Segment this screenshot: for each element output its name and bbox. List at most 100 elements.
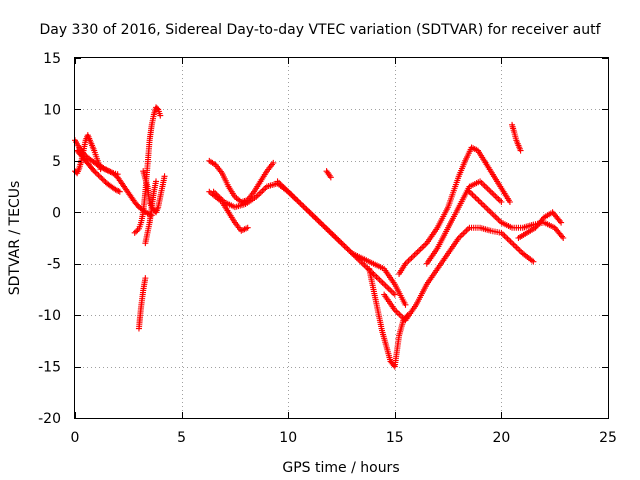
axis-ticks: 0 5 10 15 20 25 -20 -15 -10 -5 0 5 10 15 (38, 51, 617, 446)
data-points (72, 104, 567, 370)
data-point (512, 243, 519, 250)
data-point (95, 172, 102, 179)
data-point (314, 216, 321, 223)
grid (75, 58, 608, 418)
data-point (96, 173, 103, 180)
data-point (493, 194, 500, 201)
data-point (502, 234, 509, 241)
data-point (478, 200, 485, 207)
data-point (101, 177, 108, 184)
data-point (495, 196, 502, 203)
data-point (375, 275, 382, 282)
data-point (405, 257, 412, 264)
data-point (134, 227, 141, 234)
data-point (373, 273, 380, 280)
data-point (414, 248, 421, 255)
chart-title: Day 330 of 2016, Sidereal Day-to-day VTE… (39, 22, 601, 38)
plot-frame (74, 57, 609, 419)
x-tick-label: 10 (279, 430, 297, 446)
data-point (498, 199, 505, 205)
data-point (420, 243, 427, 250)
y-tick-label: -5 (47, 257, 61, 273)
data-point (483, 204, 490, 211)
y-tick-label: -20 (38, 411, 61, 427)
x-tick-label: 5 (177, 430, 186, 446)
data-point (396, 311, 403, 318)
data-point (344, 246, 351, 253)
data-point (297, 200, 304, 207)
data-point (486, 187, 493, 194)
data-point (91, 168, 98, 175)
data-point (492, 193, 499, 200)
data-point (469, 191, 476, 198)
data-point (101, 166, 108, 173)
data-point (517, 147, 524, 154)
data-point (506, 199, 513, 205)
data-point (487, 209, 494, 216)
data-point (487, 188, 494, 195)
data-point (244, 224, 251, 231)
data-point (157, 112, 164, 119)
data-point (341, 243, 348, 250)
data-point (92, 169, 99, 176)
data-point (495, 216, 502, 223)
data-point (490, 212, 497, 219)
data-point (104, 167, 111, 174)
data-point (385, 285, 392, 292)
data-point (509, 240, 516, 247)
data-point (303, 206, 310, 213)
data-point (289, 193, 296, 200)
data-point (324, 226, 331, 233)
data-point (515, 246, 522, 253)
data-point (457, 233, 464, 240)
y-tick-label: -10 (38, 308, 61, 324)
data-point (300, 203, 307, 210)
data-point (327, 174, 334, 181)
data-point (390, 290, 397, 297)
data-point (474, 196, 481, 203)
data-point (391, 291, 398, 298)
data-point (106, 168, 113, 175)
data-point (333, 235, 340, 242)
data-point (407, 256, 414, 263)
data-point (94, 170, 101, 177)
data-point (301, 204, 308, 211)
data-point (506, 237, 513, 244)
data-point (393, 308, 400, 315)
data-point (317, 219, 324, 226)
data-point (501, 232, 508, 239)
data-point (461, 229, 468, 236)
data-point (379, 279, 386, 286)
data-point (408, 254, 415, 261)
data-point (98, 175, 105, 181)
x-tick-label: 15 (386, 430, 404, 446)
data-point (154, 105, 161, 112)
data-point (460, 230, 467, 237)
data-point (410, 253, 417, 260)
data-point (315, 218, 322, 225)
data-point (464, 226, 471, 233)
y-axis-label: SDTVAR / TECUs (7, 181, 23, 296)
data-point (327, 229, 334, 236)
data-point (298, 201, 305, 208)
data-point (111, 171, 118, 178)
y-tick-label: 10 (43, 102, 61, 118)
data-point (483, 184, 490, 191)
data-point (142, 275, 149, 282)
x-tick-label: 20 (492, 430, 510, 446)
data-point (493, 215, 500, 222)
data-point (318, 221, 325, 228)
y-tick-label: 15 (43, 51, 61, 67)
data-point (413, 250, 420, 257)
x-tick-label: 0 (71, 430, 80, 446)
data-point (332, 234, 339, 241)
data-point (312, 215, 319, 222)
data-point (304, 207, 311, 214)
data-point (295, 199, 302, 205)
data-point (477, 199, 484, 205)
data-point (376, 276, 383, 283)
data-point (340, 241, 347, 248)
data-point (288, 191, 295, 198)
data-point (330, 232, 337, 239)
